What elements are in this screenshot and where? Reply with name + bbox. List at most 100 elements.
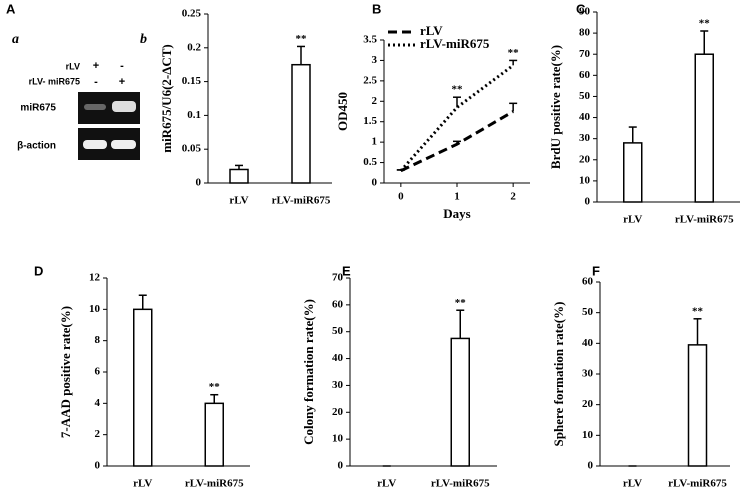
lane-mark: + bbox=[93, 60, 99, 72]
y-tick-label: 10 bbox=[579, 174, 591, 186]
x-tick-label: rLV bbox=[229, 195, 248, 207]
y-tick-label: 1.5 bbox=[363, 115, 377, 127]
band-label: miR675 bbox=[20, 103, 56, 114]
error-bar bbox=[297, 45, 305, 65]
error-bar bbox=[138, 294, 147, 310]
y-tick-label: 3 bbox=[372, 54, 378, 66]
legend-label: rLV bbox=[420, 23, 443, 38]
x-tick-label: 2 bbox=[510, 191, 516, 203]
y-axis-label: OD450 bbox=[335, 92, 350, 131]
error-bar bbox=[628, 126, 637, 143]
gel-band bbox=[111, 140, 136, 149]
y-tick-label: 2.5 bbox=[363, 74, 377, 86]
y-tick-label: 10 bbox=[89, 303, 101, 315]
y-tick-label: 90 bbox=[579, 6, 591, 18]
y-tick-label: 0 bbox=[585, 196, 591, 208]
x-tick-label: 0 bbox=[398, 191, 404, 203]
x-tick-label: rLV-miR675 bbox=[675, 214, 734, 226]
error-bar bbox=[700, 30, 709, 55]
legend-label: rLV-miR675 bbox=[420, 36, 490, 51]
error-bar bbox=[456, 309, 465, 339]
significance: ** bbox=[699, 18, 711, 30]
y-tick-label: 0 bbox=[372, 177, 378, 189]
y-tick-label: 40 bbox=[582, 337, 594, 349]
panel-label: B bbox=[372, 1, 381, 16]
y-tick-label: 30 bbox=[582, 368, 594, 380]
lane-mark: + bbox=[119, 76, 125, 88]
panel-label: b bbox=[140, 32, 147, 47]
panel-label: F bbox=[592, 263, 600, 278]
sub-label: a bbox=[12, 32, 19, 47]
y-tick-label: 20 bbox=[579, 153, 591, 165]
y-tick-label: 60 bbox=[579, 69, 591, 81]
y-tick-label: 20 bbox=[582, 398, 594, 410]
x-tick-label: rLV-miR675 bbox=[431, 478, 490, 490]
y-axis-label: miR675/U6(2-ΔCT) bbox=[159, 44, 174, 153]
y-tick-label: 50 bbox=[332, 325, 344, 337]
series-line bbox=[399, 64, 515, 172]
y-tick-label: 3.5 bbox=[363, 34, 377, 46]
x-tick-label: rLV bbox=[377, 478, 396, 490]
y-tick-label: 10 bbox=[332, 433, 344, 445]
significance: ** bbox=[452, 84, 464, 96]
y-tick-label: 6 bbox=[95, 366, 101, 378]
y-tick-label: 80 bbox=[579, 27, 591, 39]
panel-label: A bbox=[6, 1, 16, 16]
x-axis-label: Days bbox=[443, 206, 470, 221]
lane-mark: - bbox=[120, 60, 124, 72]
panel-label: C bbox=[576, 1, 586, 16]
x-tick-label: rLV-miR675 bbox=[668, 478, 727, 490]
error-bar bbox=[693, 318, 702, 345]
y-axis-label: 7-AAD positive rate(%) bbox=[58, 306, 73, 438]
error-bar bbox=[453, 96, 461, 108]
y-tick-label: 0 bbox=[95, 460, 101, 472]
x-tick-label: rLV bbox=[133, 478, 152, 490]
y-tick-label: 40 bbox=[579, 111, 591, 123]
y-tick-label: 0 bbox=[196, 177, 202, 189]
x-tick-label: rLV bbox=[623, 478, 642, 490]
lane-mark: - bbox=[94, 76, 98, 88]
error-bar bbox=[210, 393, 219, 404]
y-tick-label: 60 bbox=[582, 276, 594, 288]
gel-band bbox=[112, 101, 136, 112]
y-tick-label: 0.2 bbox=[187, 41, 201, 53]
error-bar bbox=[509, 59, 518, 66]
panel-label: E bbox=[342, 263, 351, 278]
y-tick-label: 50 bbox=[579, 90, 591, 102]
bar bbox=[450, 337, 470, 467]
row-label: rLV- miR675 bbox=[29, 76, 80, 86]
x-tick-label: rLV-miR675 bbox=[185, 478, 244, 490]
y-tick-label: 0.15 bbox=[182, 75, 202, 87]
significance: ** bbox=[455, 297, 467, 309]
y-tick-label: 70 bbox=[579, 48, 591, 60]
y-tick-label: 2 bbox=[372, 95, 378, 107]
y-tick-label: 30 bbox=[579, 132, 591, 144]
y-axis-label: Colony formation rate(%) bbox=[301, 299, 316, 445]
bar bbox=[133, 308, 153, 467]
x-tick-label: rLV-miR675 bbox=[272, 195, 331, 207]
error-bar bbox=[509, 102, 518, 112]
y-tick-label: 50 bbox=[582, 306, 594, 318]
y-tick-label: 30 bbox=[332, 379, 344, 391]
significance: ** bbox=[209, 381, 221, 393]
y-tick-label: 60 bbox=[332, 298, 344, 310]
error-bar bbox=[396, 169, 405, 171]
series-line bbox=[400, 110, 514, 173]
y-tick-label: 20 bbox=[332, 406, 344, 418]
significance: ** bbox=[296, 33, 308, 45]
x-tick-label: rLV bbox=[623, 214, 642, 226]
bar bbox=[623, 142, 643, 203]
panel-label: D bbox=[34, 263, 43, 278]
bar bbox=[229, 168, 249, 184]
y-tick-label: 10 bbox=[582, 429, 594, 441]
y-tick-label: 0.1 bbox=[187, 109, 201, 121]
y-axis-label: BrdU positive rate(%) bbox=[548, 45, 563, 169]
y-tick-label: 8 bbox=[95, 334, 101, 346]
gel-band bbox=[84, 104, 106, 110]
y-tick-label: 4 bbox=[95, 397, 101, 409]
y-tick-label: 0.25 bbox=[182, 8, 202, 20]
y-tick-label: 0 bbox=[588, 460, 594, 472]
y-tick-label: 0 bbox=[338, 460, 344, 472]
band-label: β-action bbox=[17, 141, 56, 152]
